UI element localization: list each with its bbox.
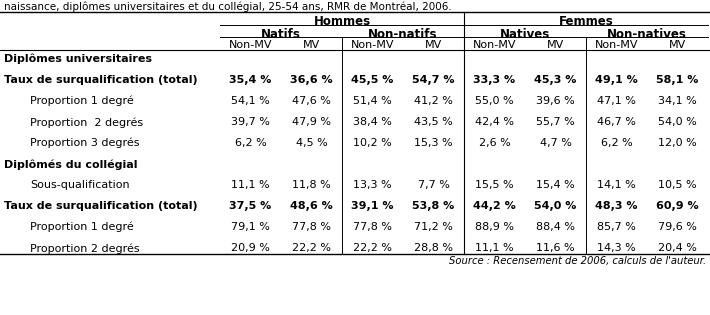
Text: Natifs: Natifs	[261, 28, 301, 41]
Text: 53,8 %: 53,8 %	[413, 201, 454, 211]
Text: Proportion 1 degré: Proportion 1 degré	[30, 96, 133, 106]
Text: 36,6 %: 36,6 %	[290, 75, 333, 85]
Text: Sous-qualification: Sous-qualification	[30, 180, 130, 190]
Text: 6,2 %: 6,2 %	[601, 138, 633, 148]
Text: 35,4 %: 35,4 %	[229, 75, 272, 85]
Text: Taux de surqualification (total): Taux de surqualification (total)	[4, 75, 197, 85]
Text: 39,7 %: 39,7 %	[231, 117, 270, 127]
Text: 37,5 %: 37,5 %	[229, 201, 272, 211]
Text: MV: MV	[425, 40, 442, 50]
Text: Non-MV: Non-MV	[595, 40, 638, 50]
Text: 33,3 %: 33,3 %	[474, 75, 515, 85]
Text: 49,1 %: 49,1 %	[595, 75, 638, 85]
Text: 20,9 %: 20,9 %	[231, 243, 270, 253]
Text: naissance, diplômes universitaires et du collégial, 25-54 ans, RMR de Montréal, : naissance, diplômes universitaires et du…	[4, 2, 452, 13]
Text: 12,0 %: 12,0 %	[658, 138, 697, 148]
Text: 45,5 %: 45,5 %	[351, 75, 393, 85]
Text: 15,4 %: 15,4 %	[536, 180, 575, 190]
Text: Proportion  2 degrés: Proportion 2 degrés	[30, 117, 143, 128]
Text: MV: MV	[303, 40, 320, 50]
Text: 44,2 %: 44,2 %	[473, 201, 516, 211]
Text: MV: MV	[669, 40, 686, 50]
Text: 14,3 %: 14,3 %	[597, 243, 636, 253]
Text: 20,4 %: 20,4 %	[658, 243, 697, 253]
Text: 88,9 %: 88,9 %	[475, 222, 514, 232]
Text: 42,4 %: 42,4 %	[475, 117, 514, 127]
Text: Non-natives: Non-natives	[607, 28, 687, 41]
Text: 13,3 %: 13,3 %	[353, 180, 392, 190]
Text: Non-natifs: Non-natifs	[368, 28, 438, 41]
Text: Proportion 2 degrés: Proportion 2 degrés	[30, 243, 140, 254]
Text: 43,5 %: 43,5 %	[414, 117, 453, 127]
Text: 15,5 %: 15,5 %	[475, 180, 514, 190]
Text: Taux de surqualification (total): Taux de surqualification (total)	[4, 201, 197, 211]
Text: 11,8 %: 11,8 %	[292, 180, 331, 190]
Text: 6,2 %: 6,2 %	[234, 138, 266, 148]
Text: 7,7 %: 7,7 %	[417, 180, 449, 190]
Text: 15,3 %: 15,3 %	[414, 138, 453, 148]
Text: 11,1 %: 11,1 %	[475, 243, 514, 253]
Text: Non-MV: Non-MV	[473, 40, 516, 50]
Text: 28,8 %: 28,8 %	[414, 243, 453, 253]
Text: 51,4 %: 51,4 %	[353, 96, 392, 106]
Text: 22,2 %: 22,2 %	[353, 243, 392, 253]
Text: 79,6 %: 79,6 %	[658, 222, 697, 232]
Text: 11,6 %: 11,6 %	[536, 243, 575, 253]
Text: 39,1 %: 39,1 %	[351, 201, 394, 211]
Text: 47,6 %: 47,6 %	[292, 96, 331, 106]
Text: 85,7 %: 85,7 %	[597, 222, 636, 232]
Text: 22,2 %: 22,2 %	[292, 243, 331, 253]
Text: 45,3 %: 45,3 %	[535, 75, 577, 85]
Text: 34,1 %: 34,1 %	[658, 96, 697, 106]
Text: 54,1 %: 54,1 %	[231, 96, 270, 106]
Text: 10,5 %: 10,5 %	[658, 180, 697, 190]
Text: Femmes: Femmes	[559, 15, 613, 28]
Text: Proportion 1 degré: Proportion 1 degré	[30, 222, 133, 232]
Text: 60,9 %: 60,9 %	[656, 201, 699, 211]
Text: 47,9 %: 47,9 %	[292, 117, 331, 127]
Text: 11,1 %: 11,1 %	[231, 180, 270, 190]
Text: 48,3 %: 48,3 %	[595, 201, 638, 211]
Text: 71,2 %: 71,2 %	[414, 222, 453, 232]
Text: Hommes: Hommes	[313, 15, 371, 28]
Text: 77,8 %: 77,8 %	[353, 222, 392, 232]
Text: 46,7 %: 46,7 %	[597, 117, 636, 127]
Text: 4,5 %: 4,5 %	[295, 138, 327, 148]
Text: 38,4 %: 38,4 %	[353, 117, 392, 127]
Text: 58,1 %: 58,1 %	[656, 75, 699, 85]
Text: 88,4 %: 88,4 %	[536, 222, 575, 232]
Text: Diplômes universitaires: Diplômes universitaires	[4, 54, 152, 65]
Text: 41,2 %: 41,2 %	[414, 96, 453, 106]
Text: 2,6 %: 2,6 %	[479, 138, 510, 148]
Text: 55,7 %: 55,7 %	[536, 117, 575, 127]
Text: 4,7 %: 4,7 %	[540, 138, 572, 148]
Text: Diplômés du collégial: Diplômés du collégial	[4, 159, 138, 169]
Text: 14,1 %: 14,1 %	[597, 180, 636, 190]
Text: Non-MV: Non-MV	[229, 40, 272, 50]
Text: 39,6 %: 39,6 %	[536, 96, 575, 106]
Text: 77,8 %: 77,8 %	[292, 222, 331, 232]
Text: 10,2 %: 10,2 %	[353, 138, 392, 148]
Text: 54,0 %: 54,0 %	[535, 201, 577, 211]
Text: 55,0 %: 55,0 %	[475, 96, 514, 106]
Text: Proportion 3 degrés: Proportion 3 degrés	[30, 138, 139, 148]
Text: MV: MV	[547, 40, 564, 50]
Text: 54,0 %: 54,0 %	[658, 117, 697, 127]
Text: 47,1 %: 47,1 %	[597, 96, 636, 106]
Text: Natives: Natives	[500, 28, 550, 41]
Text: 48,6 %: 48,6 %	[290, 201, 333, 211]
Text: 54,7 %: 54,7 %	[413, 75, 454, 85]
Text: Source : Recensement de 2006, calculs de l'auteur.: Source : Recensement de 2006, calculs de…	[449, 256, 706, 266]
Text: 79,1 %: 79,1 %	[231, 222, 270, 232]
Text: Non-MV: Non-MV	[351, 40, 394, 50]
